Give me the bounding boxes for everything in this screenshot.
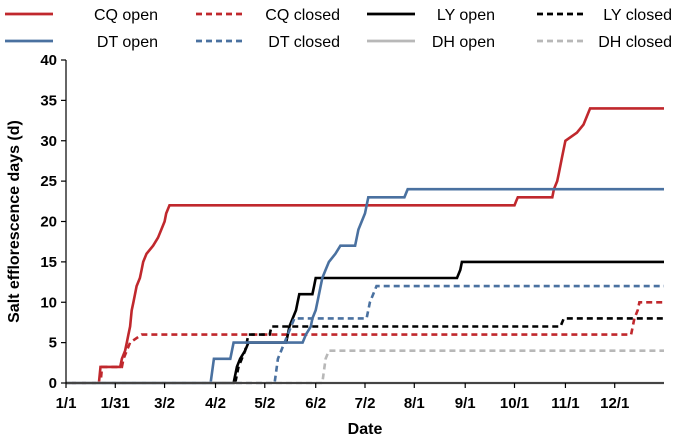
x-tick-label: 8/1 <box>404 395 425 412</box>
series-line-cq-open <box>66 107 664 385</box>
y-tick-label: 35 <box>40 92 57 109</box>
x-tick-label: 1/1 <box>56 395 77 412</box>
series-line-dt-closed <box>66 284 664 385</box>
series-line-dh-closed <box>66 349 664 385</box>
legend-label-cq-closed: CQ closed <box>265 7 340 24</box>
legend-label-dh-closed: DH closed <box>598 34 672 51</box>
x-tick-label: 12/1 <box>600 395 629 412</box>
series-line-ly-open <box>66 260 664 385</box>
x-tick-label: 1/31 <box>101 395 130 412</box>
legend-label-dt-closed: DT closed <box>268 34 340 51</box>
y-tick-label: 40 <box>40 52 57 69</box>
x-tick-label: 7/2 <box>355 395 376 412</box>
axes-layer: 0 5 10 15 20 25 30 35 40 1/1 1/31 3/2 4/2 5/2 6/2 7/2 8/… <box>40 52 664 412</box>
legend-label-ly-open: LY open <box>437 7 495 24</box>
y-tick-label: 0 <box>49 375 57 392</box>
series-line-cq-closed <box>66 301 664 385</box>
x-tick-label: 9/1 <box>455 395 476 412</box>
x-tick-label: 5/2 <box>254 395 275 412</box>
x-tick-label: 11/1 <box>551 395 579 412</box>
legend-label-cq-open: CQ open <box>94 7 158 24</box>
y-tick-label: 20 <box>40 214 57 231</box>
y-tick-label: 5 <box>49 335 57 352</box>
legend: CQ open CQ closed LY open LY closed DT open D… <box>5 7 672 51</box>
y-tick-label: 15 <box>40 254 57 271</box>
x-tick-label: 6/2 <box>305 395 326 412</box>
x-tick-label: 3/2 <box>154 395 175 412</box>
y-tick-label: 30 <box>40 133 57 150</box>
y-axis-title: Salt efflorescence days (d) <box>6 120 23 323</box>
x-tick-label: 10/1 <box>500 395 529 412</box>
legend-label-dh-open: DH open <box>432 34 495 51</box>
legend-label-ly-closed: LY closed <box>603 7 672 24</box>
plot-area: 0 5 10 15 20 25 30 35 40 1/1 1/31 3/2 4/2 5/2 6/2 7/2 8/… <box>40 52 664 412</box>
series-line-ly-closed <box>66 317 664 385</box>
legend-label-dt-open: DT open <box>97 34 158 51</box>
series-line-dt-open <box>66 187 664 385</box>
series-layer <box>66 107 664 385</box>
x-tick-label: 4/2 <box>205 395 226 412</box>
y-tick-label: 25 <box>40 173 57 190</box>
y-tick-label: 10 <box>40 294 57 311</box>
x-axis-title: Date <box>348 421 383 438</box>
